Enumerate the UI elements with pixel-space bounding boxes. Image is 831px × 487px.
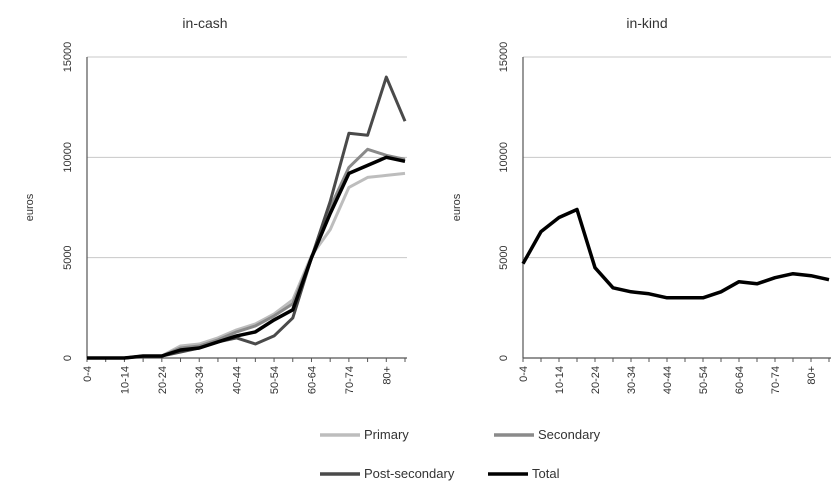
x-tick-label: 20-24 — [157, 366, 169, 394]
chart-title: in-cash — [182, 15, 227, 31]
y-tick-label: 5000 — [62, 245, 74, 269]
x-tick-label: 80+ — [381, 366, 393, 385]
x-tick-label: 0-4 — [518, 366, 530, 382]
x-tick-label: 50-54 — [269, 366, 281, 394]
chart-title: in-kind — [626, 15, 667, 31]
legend-label: Total — [532, 466, 560, 481]
x-tick-label: 70-74 — [770, 366, 782, 394]
x-tick-label: 20-24 — [590, 366, 602, 394]
x-tick-label: 50-54 — [698, 366, 710, 394]
chart-in-kind: in-kind euros 0 5000 10000 15000 0-4 10-14 20-24… — [451, 15, 831, 394]
y-tick-label: 0 — [498, 355, 510, 361]
series-line-post-secondary — [87, 75, 407, 360]
legend-label: Post-secondary — [364, 466, 455, 481]
legend-label: Secondary — [538, 427, 601, 442]
x-tick-label: 10-14 — [554, 366, 566, 394]
legend-label: Primary — [364, 427, 409, 442]
y-tick-label: 0 — [62, 355, 74, 361]
chart-in-cash: in-cash euros 0 5000 10000 15000 0-4 10-14 20-24… — [24, 15, 407, 394]
y-tick-label: 10000 — [498, 142, 510, 173]
legend: Primary Secondary Post-secondary Total — [320, 427, 601, 481]
y-tick-label: 10000 — [62, 142, 74, 173]
y-tick-label: 15000 — [498, 42, 510, 73]
y-tick-label: 5000 — [498, 245, 510, 269]
x-tick-label: 10-14 — [119, 366, 131, 394]
x-tick-label: 30-34 — [194, 366, 206, 394]
x-tick-label: 0-4 — [82, 366, 94, 382]
x-tick-label: 60-64 — [306, 366, 318, 394]
x-tick-label: 30-34 — [626, 366, 638, 394]
series-line-total — [87, 155, 406, 360]
x-tick-label: 40-44 — [662, 366, 674, 394]
x-tick-label: 40-44 — [232, 366, 244, 394]
x-tick-label: 70-74 — [344, 366, 356, 394]
y-axis-label: euros — [451, 193, 463, 221]
y-axis-label: euros — [24, 193, 36, 221]
y-tick-label: 15000 — [62, 42, 74, 73]
series-line-total — [521, 207, 830, 300]
x-tick-label: 80+ — [806, 366, 818, 385]
x-tick-label: 60-64 — [734, 366, 746, 394]
